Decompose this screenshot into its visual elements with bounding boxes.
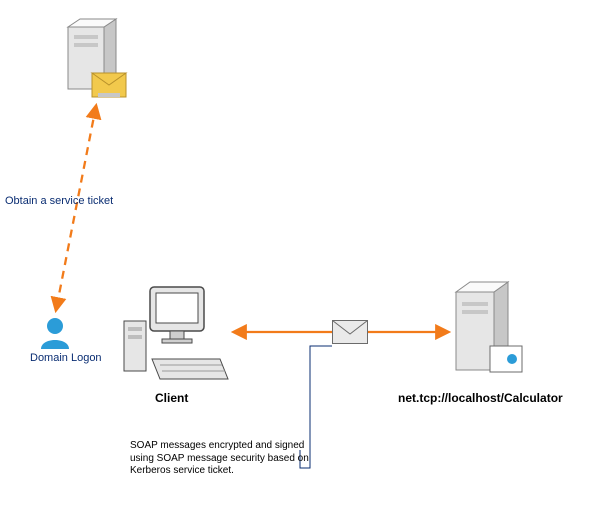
soap-note: SOAP messages encrypted and signed using… <box>130 440 320 478</box>
service-server-icon <box>450 280 522 380</box>
envelope-icon <box>332 320 368 344</box>
user-icon <box>37 315 73 351</box>
user-label: Domain Logon <box>30 352 102 364</box>
edge-label-kdc-user: Obtain a service ticket <box>5 195 113 207</box>
edge-kdc-user <box>56 106 96 310</box>
kdc-server-icon <box>62 15 134 100</box>
service-server-label: net.tcp://localhost/Calculator <box>398 391 563 405</box>
client-icon <box>120 285 230 385</box>
client-label: Client <box>155 391 188 405</box>
